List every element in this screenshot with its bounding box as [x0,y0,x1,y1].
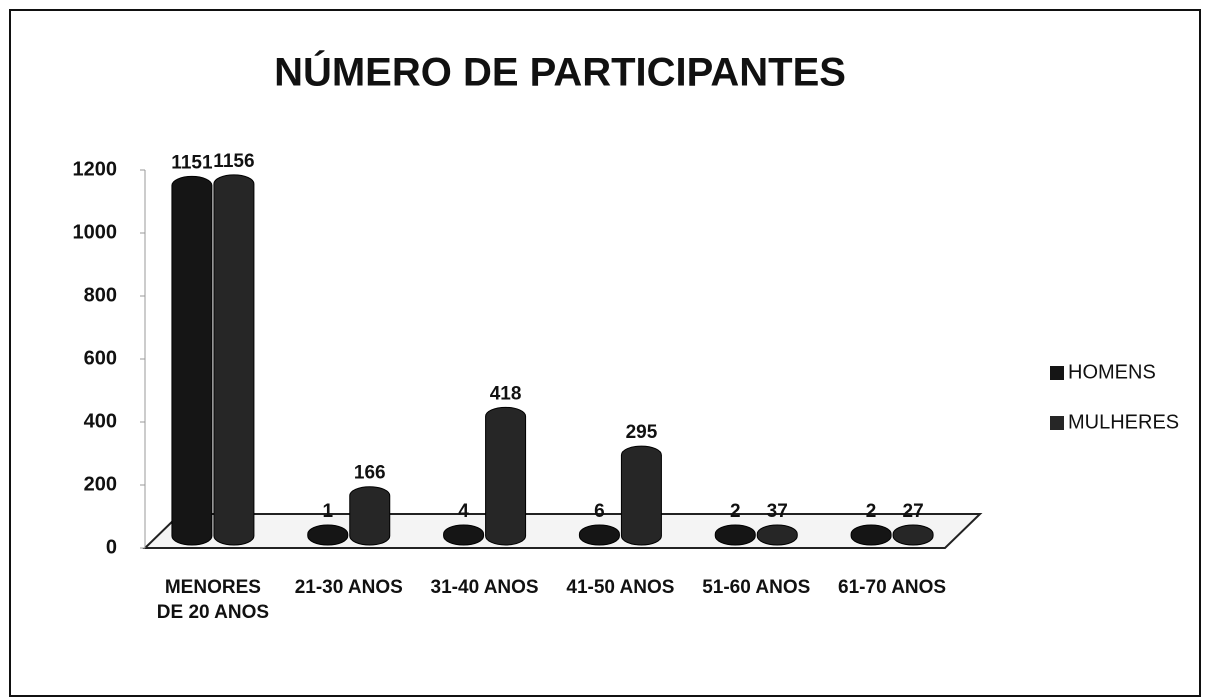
bar [578,524,620,546]
value-label: 4 [458,501,469,522]
bar [213,174,255,546]
legend-label: MULHERES [1068,411,1179,433]
y-tick-label: 0 [106,536,117,558]
bar [756,524,798,546]
y-tick-label: 1200 [73,158,118,180]
bar [850,524,892,546]
legend-swatch [1050,366,1064,380]
y-tick-label: 800 [84,284,117,306]
value-label: 27 [903,501,924,522]
bar [349,486,391,546]
x-tick-label: 41-50 ANOS [566,577,675,598]
bar [714,524,756,546]
value-label: 295 [626,422,658,443]
value-label: 6 [594,501,605,522]
x-tick-label: MENORES DE 20 ANOS [156,577,270,623]
y-tick-label: 400 [84,410,117,432]
y-tick-label: 1000 [73,221,118,243]
value-label: 1151 [171,152,213,173]
legend-label: HOMENS [1068,361,1156,383]
bar [171,175,213,546]
value-label: 1 [322,501,333,522]
value-label: 166 [354,463,386,484]
x-tick-label: 61-70 ANOS [838,577,947,598]
value-label: 2 [866,501,877,522]
legend-swatch [1050,416,1064,430]
value-label: 37 [767,501,788,522]
y-tick-label: 200 [84,473,117,495]
value-label: 418 [490,383,522,404]
value-label: 1156 [213,151,254,172]
bar [485,406,527,546]
x-tick-label: 31-40 ANOS [430,577,539,598]
bar [443,524,485,546]
bar [892,524,934,546]
chart-title: NÚMERO DE PARTICIPANTES [274,49,846,95]
x-tick-label: 21-30 ANOS [294,577,403,598]
bar [620,445,662,546]
value-label: 2 [730,501,741,522]
y-tick-label: 600 [84,347,117,369]
chart-border [9,9,1201,697]
bar [307,524,349,546]
x-tick-label: 51-60 ANOS [702,577,811,598]
